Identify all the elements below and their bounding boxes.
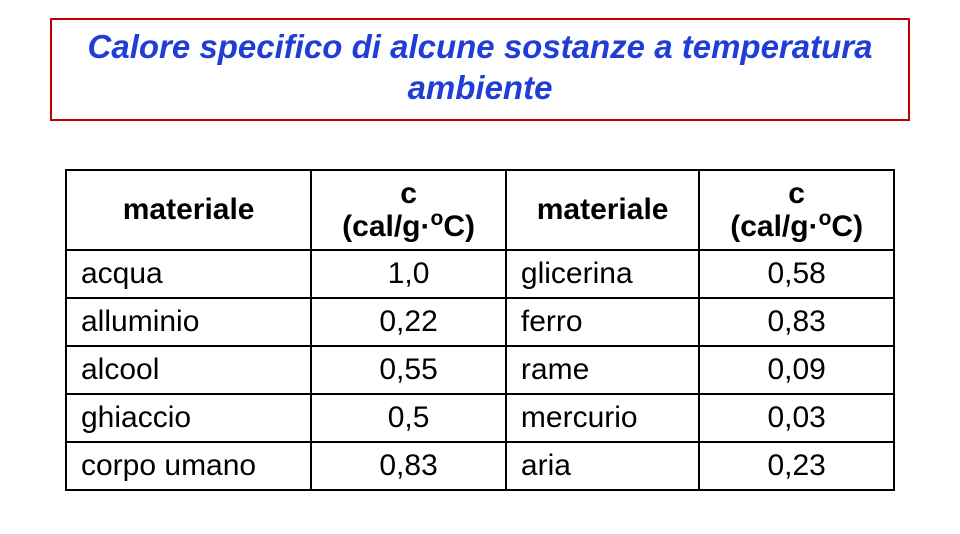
title-box: Calore specifico di alcune sostanze a te… xyxy=(50,18,910,121)
cell-material: glicerina xyxy=(506,250,699,298)
header-c-2: c (cal/g·oC) xyxy=(699,170,894,250)
cell-value: 0,5 xyxy=(311,394,506,442)
cell-value: 0,09 xyxy=(699,346,894,394)
table-row: acqua 1,0 glicerina 0,58 xyxy=(66,250,894,298)
header-materiale-1: materiale xyxy=(66,170,311,250)
cell-value: 0,22 xyxy=(311,298,506,346)
slide: Calore specifico di alcune sostanze a te… xyxy=(0,0,960,534)
table-row: alcool 0,55 rame 0,09 xyxy=(66,346,894,394)
table-row: corpo umano 0,83 aria 0,23 xyxy=(66,442,894,490)
cell-material: rame xyxy=(506,346,699,394)
cell-material: alcool xyxy=(66,346,311,394)
cell-value: 0,03 xyxy=(699,394,894,442)
table-row: ghiaccio 0,5 mercurio 0,03 xyxy=(66,394,894,442)
cell-value: 1,0 xyxy=(311,250,506,298)
header-c-1-symbol: c xyxy=(326,177,491,210)
cell-material: corpo umano xyxy=(66,442,311,490)
cell-value: 0,83 xyxy=(311,442,506,490)
specific-heat-table: materiale c (cal/g·oC) materiale c xyxy=(65,169,895,491)
cell-value: 0,83 xyxy=(699,298,894,346)
cell-material: ghiaccio xyxy=(66,394,311,442)
cell-material: ferro xyxy=(506,298,699,346)
title-line-2: ambiente xyxy=(72,67,888,108)
cell-value: 0,23 xyxy=(699,442,894,490)
header-c-2-unit: (cal/g·oC) xyxy=(714,210,879,243)
cell-material: alluminio xyxy=(66,298,311,346)
cell-material: mercurio xyxy=(506,394,699,442)
header-materiale-1-label: materiale xyxy=(123,193,255,226)
header-c-1-unit: (cal/g·oC) xyxy=(326,210,491,243)
specific-heat-table-wrap: materiale c (cal/g·oC) materiale c xyxy=(65,169,895,491)
cell-material: acqua xyxy=(66,250,311,298)
table-row: alluminio 0,22 ferro 0,83 xyxy=(66,298,894,346)
cell-value: 0,58 xyxy=(699,250,894,298)
header-c-1: c (cal/g·oC) xyxy=(311,170,506,250)
cell-value: 0,55 xyxy=(311,346,506,394)
header-c-2-symbol: c xyxy=(714,177,879,210)
table-header-row: materiale c (cal/g·oC) materiale c xyxy=(66,170,894,250)
cell-material: aria xyxy=(506,442,699,490)
header-materiale-2-label: materiale xyxy=(537,193,669,226)
header-materiale-2: materiale xyxy=(506,170,699,250)
table-body: acqua 1,0 glicerina 0,58 alluminio 0,22 … xyxy=(66,250,894,490)
title-line-1: Calore specifico di alcune sostanze a te… xyxy=(72,26,888,67)
